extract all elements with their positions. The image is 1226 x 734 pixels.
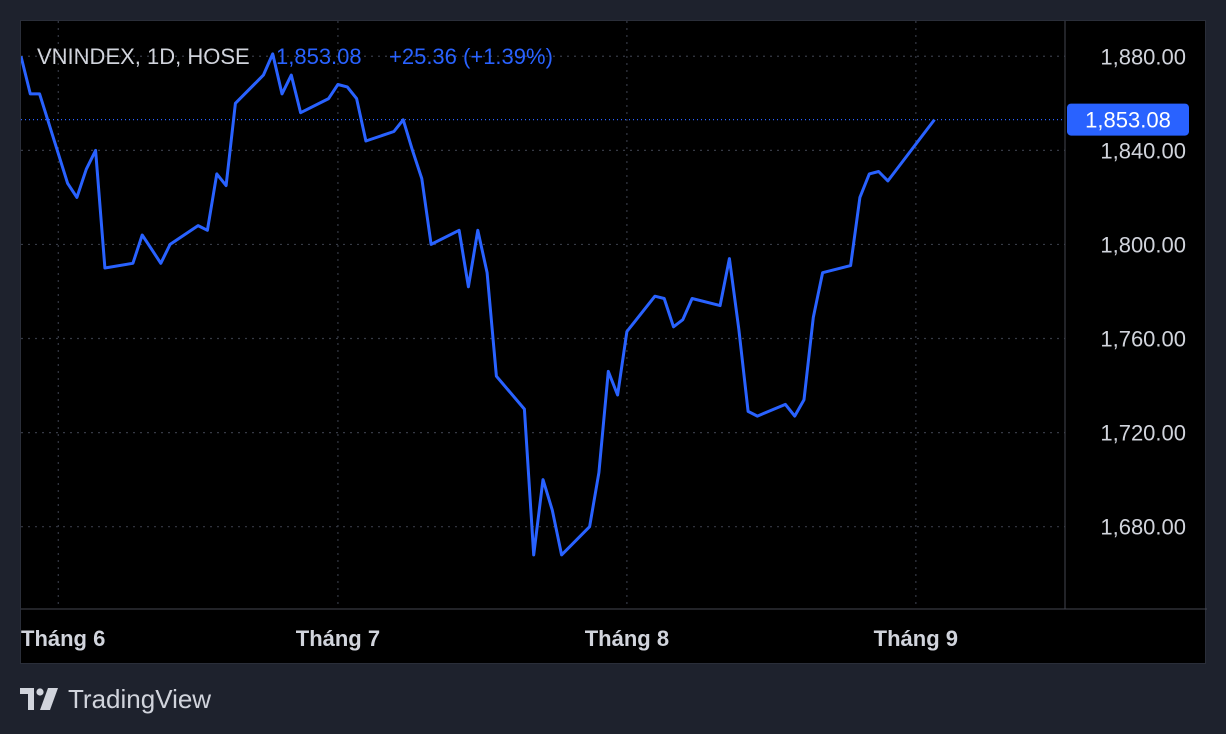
axes: 1,880.00 1,840.00 1,800.00 1,760.00 1,720.00…	[21, 21, 1207, 651]
x-tick-label: Tháng 6	[21, 626, 105, 651]
x-tick-label: Tháng 7	[296, 626, 380, 651]
series-line-vnindex	[21, 52, 936, 557]
y-tick-label: 1,760.00	[1100, 327, 1186, 352]
brand-name: TradingView	[68, 683, 212, 714]
legend-change: +25.36 (+1.39%)	[389, 44, 553, 69]
y-tick-label: 1,680.00	[1100, 515, 1186, 540]
last-price-label: 1,853.08	[1067, 103, 1189, 136]
chart-pane[interactable]: 1,880.00 1,840.00 1,800.00 1,760.00 1,720.00…	[20, 20, 1207, 665]
y-tick-label: 1,880.00	[1100, 44, 1186, 69]
last-price-label-background	[1067, 103, 1189, 136]
x-tick-label: Tháng 9	[874, 626, 958, 651]
y-tick-label: 1,840.00	[1100, 138, 1186, 163]
price-chart[interactable]: 1,880.00 1,840.00 1,800.00 1,760.00 1,720.00…	[21, 21, 1207, 665]
brand[interactable]: TradingView	[20, 682, 211, 716]
last-price-label-text: 1,853.08	[1085, 108, 1171, 133]
legend-symbol: VNINDEX, 1D, HOSE	[37, 44, 250, 69]
legend-last-price: 1,853.08	[276, 44, 362, 69]
grid	[21, 21, 1065, 609]
series	[21, 52, 1065, 557]
y-tick-label: 1,800.00	[1100, 232, 1186, 257]
x-tick-label: Tháng 8	[585, 626, 669, 651]
y-tick-label: 1,720.00	[1100, 421, 1186, 446]
legend: VNINDEX, 1D, HOSE 1,853.08 +25.36 (+1.39…	[37, 44, 553, 69]
tradingview-logo-icon	[20, 688, 58, 710]
